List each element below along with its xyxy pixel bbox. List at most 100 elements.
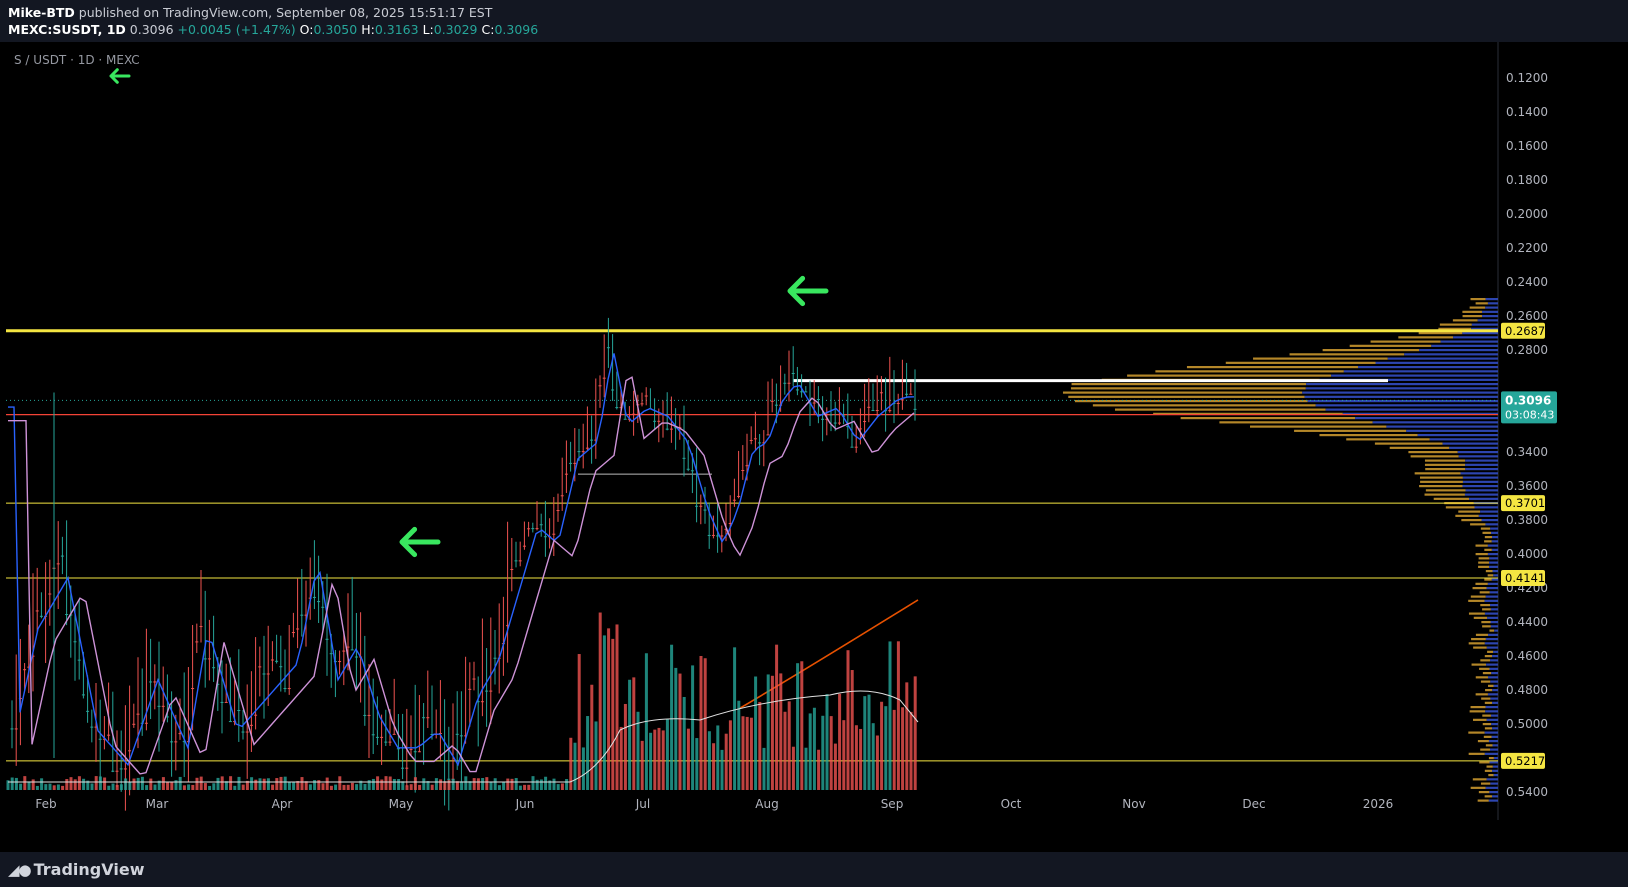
volume-bar[interactable]: [812, 707, 816, 790]
candle-body[interactable]: [392, 733, 396, 735]
candle-body[interactable]: [296, 628, 300, 630]
volume-bar[interactable]: [111, 783, 115, 790]
volume-bar[interactable]: [775, 644, 779, 790]
volume-bar[interactable]: [783, 711, 787, 790]
candle-body[interactable]: [909, 393, 913, 395]
candle-body[interactable]: [413, 751, 417, 753]
candle-body[interactable]: [800, 391, 804, 393]
candle-body[interactable]: [111, 770, 115, 772]
volume-bar[interactable]: [350, 782, 354, 790]
volume-bar[interactable]: [250, 777, 254, 790]
volume-bar[interactable]: [241, 784, 245, 790]
volume-bar[interactable]: [514, 778, 518, 790]
volume-bar[interactable]: [233, 785, 237, 790]
volume-bar[interactable]: [686, 728, 690, 790]
volume-bar[interactable]: [94, 776, 98, 790]
volume-bar[interactable]: [766, 674, 770, 790]
volume-bar[interactable]: [577, 654, 581, 790]
volume-bar[interactable]: [397, 779, 401, 790]
volume-bar[interactable]: [103, 777, 107, 790]
candle-body[interactable]: [174, 741, 178, 743]
volume-bar[interactable]: [472, 778, 476, 790]
candle-body[interactable]: [216, 683, 220, 685]
candle-body[interactable]: [875, 410, 879, 412]
candle-body[interactable]: [291, 632, 295, 634]
volume-bar[interactable]: [86, 780, 90, 790]
candle-body[interactable]: [346, 646, 350, 648]
volume-bar[interactable]: [607, 628, 611, 790]
volume-bar[interactable]: [224, 781, 228, 790]
candle-body[interactable]: [10, 728, 14, 730]
volume-bar[interactable]: [552, 778, 556, 790]
candle-body[interactable]: [665, 428, 669, 430]
candle-body[interactable]: [535, 528, 539, 530]
candle-body[interactable]: [539, 524, 543, 526]
volume-bar[interactable]: [443, 781, 447, 790]
volume-bar[interactable]: [161, 777, 165, 790]
candle-body[interactable]: [329, 653, 333, 655]
candle-body[interactable]: [262, 673, 266, 675]
volume-bar[interactable]: [90, 783, 94, 790]
candle-body[interactable]: [598, 385, 602, 387]
volume-bar[interactable]: [804, 747, 808, 790]
candle-body[interactable]: [632, 413, 636, 415]
candle-body[interactable]: [195, 641, 199, 643]
candle-body[interactable]: [472, 678, 476, 680]
volume-bar[interactable]: [703, 658, 707, 790]
candle-body[interactable]: [716, 535, 720, 537]
volume-bar[interactable]: [359, 780, 363, 790]
candle-body[interactable]: [531, 528, 535, 530]
volume-bar[interactable]: [573, 742, 577, 790]
candle-body[interactable]: [896, 402, 900, 404]
volume-bar[interactable]: [628, 679, 632, 790]
candle-body[interactable]: [455, 733, 459, 735]
candle-body[interactable]: [695, 505, 699, 507]
volume-bar[interactable]: [518, 785, 522, 790]
candle-body[interactable]: [585, 447, 589, 449]
volume-bar[interactable]: [527, 784, 531, 790]
moving-average-slow[interactable]: [8, 376, 915, 775]
volume-bar[interactable]: [850, 670, 854, 790]
candle-body[interactable]: [732, 499, 736, 501]
candle-body[interactable]: [459, 735, 463, 737]
candle-body[interactable]: [363, 714, 367, 716]
candle-body[interactable]: [783, 382, 787, 384]
volume-bar[interactable]: [913, 676, 917, 790]
candle-body[interactable]: [426, 717, 430, 719]
candle-body[interactable]: [388, 741, 392, 743]
candle-body[interactable]: [829, 414, 833, 416]
candle-body[interactable]: [728, 522, 732, 524]
volume-bar[interactable]: [56, 784, 60, 790]
candle-body[interactable]: [14, 728, 18, 730]
arrow-left-icon[interactable]: [787, 275, 829, 307]
candle-body[interactable]: [35, 610, 39, 612]
arrow-left-icon[interactable]: [109, 68, 131, 84]
candle-body[interactable]: [480, 701, 484, 703]
candle-body[interactable]: [644, 395, 648, 397]
volume-bar[interactable]: [19, 783, 23, 790]
candle-body[interactable]: [430, 734, 434, 736]
volume-bar[interactable]: [149, 778, 153, 790]
candle-body[interactable]: [128, 750, 132, 752]
volume-bar[interactable]: [510, 778, 514, 790]
volume-bar[interactable]: [905, 682, 909, 790]
volume-bar[interactable]: [728, 720, 732, 790]
candle-body[interactable]: [342, 650, 346, 652]
volume-bar[interactable]: [392, 778, 396, 790]
volume-bar[interactable]: [833, 743, 837, 790]
candle-body[interactable]: [464, 735, 468, 737]
candle-body[interactable]: [338, 661, 342, 663]
volume-bar[interactable]: [216, 777, 220, 790]
candle-body[interactable]: [65, 614, 69, 616]
candle-body[interactable]: [31, 655, 35, 657]
candle-body[interactable]: [266, 673, 270, 675]
candle-body[interactable]: [758, 442, 762, 444]
candle-body[interactable]: [686, 468, 690, 470]
volume-bar[interactable]: [682, 696, 686, 790]
volume-bar[interactable]: [758, 701, 762, 790]
volume-bar[interactable]: [418, 784, 422, 790]
volume-bar[interactable]: [10, 777, 14, 790]
candle-body[interactable]: [170, 741, 174, 743]
volume-bar[interactable]: [178, 776, 182, 790]
volume-bar[interactable]: [670, 644, 674, 790]
